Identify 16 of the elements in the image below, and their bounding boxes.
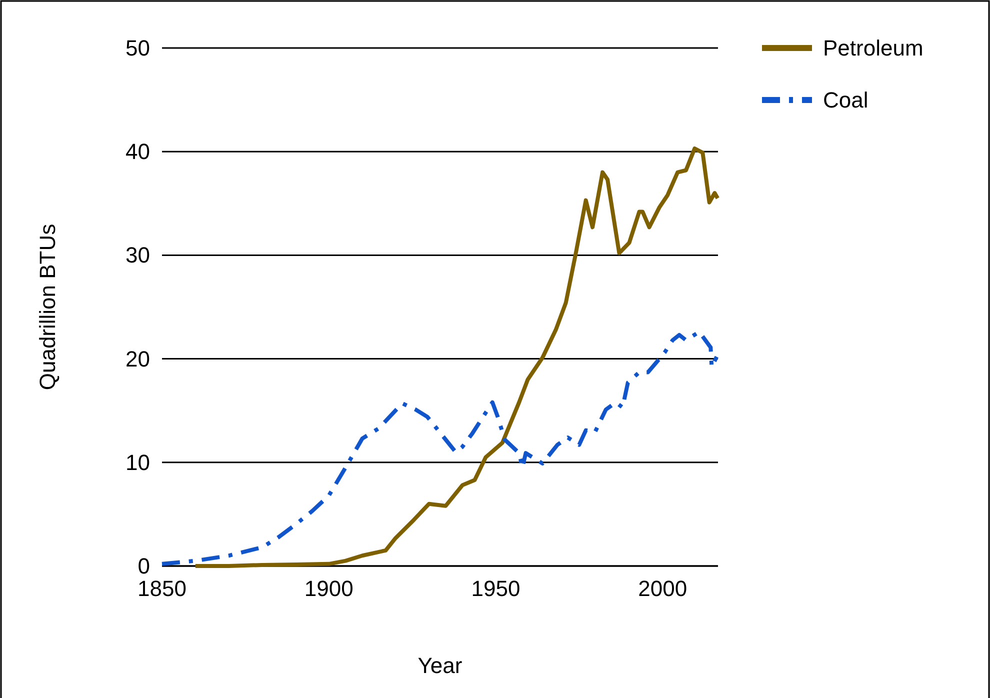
legend-label: Coal — [823, 88, 868, 112]
line-series — [160, 330, 719, 566]
y-tick-label: 10 — [126, 450, 150, 475]
x-axis-title: Year — [418, 653, 462, 678]
x-tick-label: 2000 — [638, 576, 688, 601]
legend-label: Petroleum — [823, 36, 924, 60]
y-tick-label: 0 — [138, 554, 150, 578]
x-tick-label: 1950 — [471, 576, 520, 601]
y-tick-label: 30 — [126, 242, 150, 268]
x-tick-label: 1900 — [304, 576, 354, 601]
line-series — [193, 146, 720, 568]
x-tick-label: 1850 — [138, 576, 186, 601]
y-axis-title: Quadrillion BTUs — [35, 224, 60, 390]
y-tick-label: 20 — [126, 346, 150, 372]
y-tick-label: 50 — [126, 36, 150, 60]
y-tick-label: 40 — [126, 139, 150, 164]
